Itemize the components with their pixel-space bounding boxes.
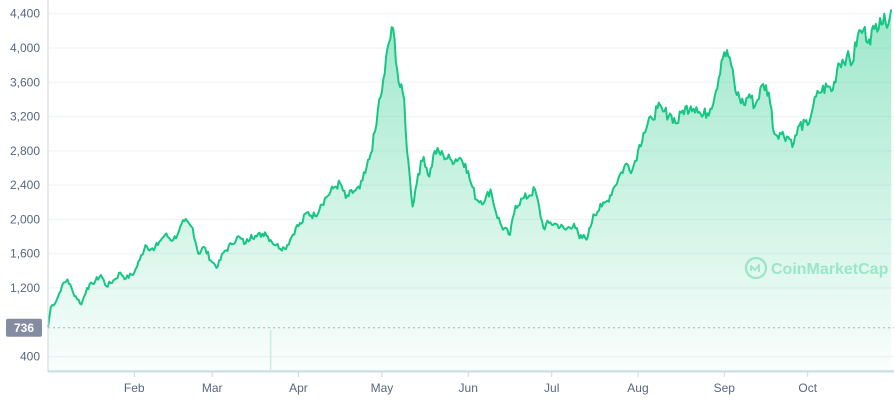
x-tick-label: May [371,381,394,395]
volume-layer [48,329,894,372]
watermark-text: CoinMarketCap [771,261,889,278]
price-line [47,9,893,328]
y-tick-label: 2,400 [10,178,40,192]
coinmarketcap-logo-icon [744,256,768,280]
baseline-layer: 736 [6,318,894,337]
x-tick-label: Jul [544,381,559,395]
y-tick-label: 2,800 [10,144,40,158]
x-tick-label: Mar [202,381,223,395]
y-tick-label: 1,600 [10,247,40,261]
volume-bars [48,370,894,372]
y-tick-label: 2,000 [10,212,40,226]
baseline-badge [6,318,42,337]
axis-layer: 400 1,200 1,600 2,000 2,400 2,800 3,200 3,600 4,… [10,0,894,395]
y-tick-label: 4,400 [10,7,40,21]
x-tick-label: Oct [798,381,817,395]
x-tick-label: Apr [289,381,308,395]
x-tick-label: Sep [714,381,736,395]
area-layer [47,9,893,373]
x-tick-label: Aug [627,381,648,395]
watermark: CoinMarketCap [744,256,889,280]
price-area-fill [48,9,892,373]
y-tick-label: 3,600 [10,75,40,89]
y-tick-label: 4,000 [10,41,40,55]
y-tick-label: 3,200 [10,110,40,124]
x-tick-label: Jun [459,381,478,395]
y-tick-label: 1,200 [10,281,40,295]
y-tick-label: 400 [20,350,40,364]
baseline-value-label: 736 [14,321,34,335]
x-tick-label: Feb [124,381,145,395]
